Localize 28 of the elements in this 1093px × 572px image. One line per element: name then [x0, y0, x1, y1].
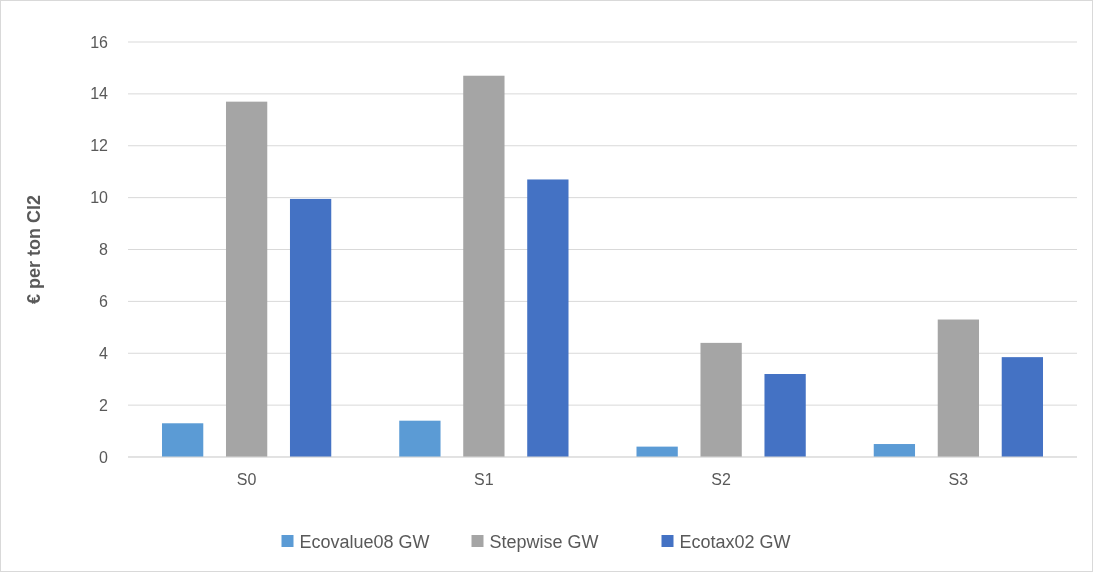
bar [527, 179, 569, 457]
bar [1001, 357, 1043, 457]
legend-label: Stepwise GW [489, 532, 599, 553]
y-tick-label: 16 [90, 33, 109, 51]
y-tick-label: 4 [99, 344, 109, 362]
x-tick-label: S1 [474, 471, 494, 488]
bar [873, 444, 916, 457]
y-axis-title: € per ton Cl2 [24, 194, 44, 305]
y-tick-label: 14 [90, 85, 109, 103]
legend-label: Ecovalue08 GW [299, 532, 430, 553]
bar [289, 198, 332, 457]
bar [764, 374, 806, 457]
y-tick-label: 6 [99, 292, 109, 310]
y-tick-label: 8 [99, 241, 109, 259]
y-tick-label: 10 [90, 189, 109, 207]
bar [225, 101, 268, 457]
y-tick-label: 12 [90, 137, 109, 155]
bar [463, 75, 505, 457]
y-tick-label: 0 [99, 448, 109, 466]
bar [700, 342, 742, 457]
bar [937, 319, 980, 457]
legend-label: Ecotax02 GW [679, 532, 791, 553]
x-tick-label: S0 [236, 471, 257, 488]
bar [162, 423, 204, 457]
bar [399, 420, 441, 457]
x-tick-label: S2 [711, 471, 732, 488]
x-tick-label: S3 [948, 471, 969, 488]
y-tick-label: 2 [99, 396, 109, 414]
